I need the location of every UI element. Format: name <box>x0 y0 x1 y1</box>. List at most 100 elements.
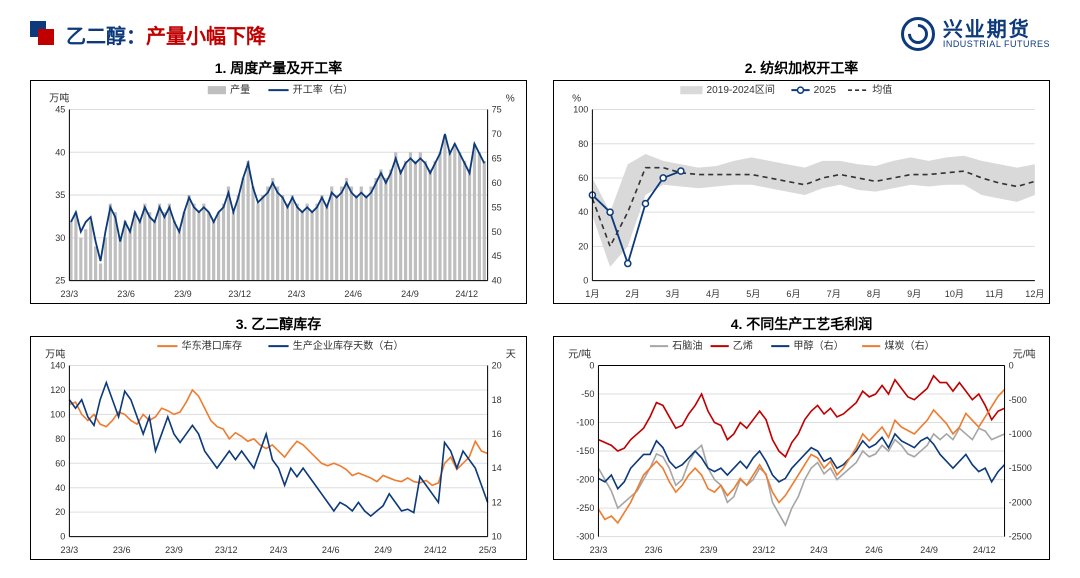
svg-text:2月: 2月 <box>626 289 640 299</box>
panel-4: 4. 不同生产工艺毛利润 -300-250-200-150-100-500-25… <box>553 314 1050 560</box>
svg-text:石脑油: 石脑油 <box>672 339 702 352</box>
svg-text:40: 40 <box>578 207 588 217</box>
svg-text:0: 0 <box>589 361 594 371</box>
svg-text:0: 0 <box>1009 361 1014 371</box>
svg-text:24/12: 24/12 <box>424 545 447 555</box>
svg-text:华东港口库存: 华东港口库存 <box>182 339 243 352</box>
logo-text: 兴业期货 INDUSTRIAL FUTURES <box>943 20 1050 49</box>
chart1: 25303540454045505560657075万吨%23/323/623/… <box>30 80 527 304</box>
svg-text:24/3: 24/3 <box>810 545 828 555</box>
title-prefix: 乙二醇： <box>66 26 146 48</box>
svg-text:24/6: 24/6 <box>322 545 340 555</box>
svg-text:-2500: -2500 <box>1009 532 1032 542</box>
svg-text:65: 65 <box>492 153 502 163</box>
svg-text:开工率（右）: 开工率（右） <box>293 83 354 96</box>
chart2: 020406080100%1月2月3月4月5月6月7月8月9月10月11月12月… <box>553 80 1050 304</box>
svg-text:80: 80 <box>55 434 65 444</box>
svg-text:天: 天 <box>506 349 516 360</box>
svg-text:-100: -100 <box>576 418 594 428</box>
svg-text:60: 60 <box>55 458 65 468</box>
svg-text:%: % <box>572 93 581 104</box>
svg-text:生产企业库存天数（右）: 生产企业库存天数（右） <box>293 339 404 352</box>
svg-text:30: 30 <box>55 233 65 243</box>
title-decor-icon <box>30 21 56 47</box>
svg-text:5月: 5月 <box>746 289 760 299</box>
logo-en: INDUSTRIAL FUTURES <box>943 40 1050 49</box>
svg-text:3月: 3月 <box>666 289 680 299</box>
svg-text:0: 0 <box>583 276 588 286</box>
svg-text:-250: -250 <box>576 503 594 513</box>
svg-text:100: 100 <box>50 409 65 419</box>
chart3-title: 3. 乙二醇库存 <box>30 314 527 334</box>
svg-text:24/9: 24/9 <box>920 545 938 555</box>
title-block: 乙二醇：产量小幅下降 <box>30 20 266 49</box>
svg-text:40: 40 <box>55 147 65 157</box>
svg-text:45: 45 <box>492 251 502 261</box>
svg-text:100: 100 <box>573 105 588 115</box>
svg-text:40: 40 <box>55 483 65 493</box>
svg-text:60: 60 <box>492 178 502 188</box>
title-main: 产量小幅下降 <box>146 26 266 48</box>
svg-text:25: 25 <box>55 276 65 286</box>
svg-text:24/3: 24/3 <box>288 289 306 299</box>
svg-text:50: 50 <box>492 227 502 237</box>
svg-text:-150: -150 <box>576 446 594 456</box>
svg-text:35: 35 <box>55 190 65 200</box>
svg-text:14: 14 <box>492 463 502 473</box>
svg-text:23/12: 23/12 <box>228 289 251 299</box>
svg-text:23/3: 23/3 <box>590 545 608 555</box>
svg-text:煤炭（右）: 煤炭（右） <box>884 339 934 352</box>
svg-text:万吨: 万吨 <box>45 347 65 360</box>
svg-text:23/9: 23/9 <box>174 289 192 299</box>
svg-text:25/3: 25/3 <box>479 545 497 555</box>
svg-text:6月: 6月 <box>786 289 800 299</box>
svg-text:0: 0 <box>60 532 65 542</box>
brand-logo: 兴业期货 INDUSTRIAL FUTURES <box>901 17 1050 51</box>
svg-text:-300: -300 <box>576 532 594 542</box>
svg-text:24/12: 24/12 <box>973 545 996 555</box>
svg-text:55: 55 <box>492 202 502 212</box>
svg-text:80: 80 <box>578 139 588 149</box>
svg-text:产量: 产量 <box>230 83 250 96</box>
svg-text:20: 20 <box>492 361 502 371</box>
svg-text:20: 20 <box>578 241 588 251</box>
svg-text:-1000: -1000 <box>1009 429 1032 439</box>
svg-text:甲醇（右）: 甲醇（右） <box>793 339 843 352</box>
svg-text:2025: 2025 <box>814 85 837 96</box>
svg-text:均值: 均值 <box>872 83 892 96</box>
svg-text:23/9: 23/9 <box>700 545 718 555</box>
svg-text:1月: 1月 <box>585 289 599 299</box>
svg-text:23/3: 23/3 <box>61 545 79 555</box>
svg-text:140: 140 <box>50 361 65 371</box>
svg-text:40: 40 <box>492 276 502 286</box>
svg-text:8月: 8月 <box>867 289 881 299</box>
svg-text:乙烯: 乙烯 <box>733 339 753 352</box>
svg-text:60: 60 <box>578 173 588 183</box>
chart2-title: 2. 纺织加权开工率 <box>553 58 1050 78</box>
svg-text:23/3: 23/3 <box>61 289 79 299</box>
svg-text:24/9: 24/9 <box>401 289 419 299</box>
svg-text:4月: 4月 <box>706 289 720 299</box>
svg-text:24/9: 24/9 <box>374 545 392 555</box>
svg-text:-500: -500 <box>1009 395 1027 405</box>
chart4-title: 4. 不同生产工艺毛利润 <box>553 314 1050 334</box>
svg-text:10月: 10月 <box>945 289 964 299</box>
page-header: 乙二醇：产量小幅下降 兴业期货 INDUSTRIAL FUTURES <box>30 18 1050 50</box>
svg-text:%: % <box>506 93 515 104</box>
svg-text:24/3: 24/3 <box>270 545 288 555</box>
svg-text:20: 20 <box>55 507 65 517</box>
logo-mark-icon <box>901 17 935 51</box>
page-title: 乙二醇：产量小幅下降 <box>66 20 266 49</box>
svg-text:元/吨: 元/吨 <box>568 347 591 360</box>
svg-text:万吨: 万吨 <box>49 91 69 104</box>
svg-text:12月: 12月 <box>1025 289 1044 299</box>
svg-text:23/6: 23/6 <box>113 545 131 555</box>
chart4: -300-250-200-150-100-500-2500-2000-1500-… <box>553 336 1050 560</box>
svg-text:16: 16 <box>492 429 502 439</box>
svg-text:10: 10 <box>492 532 502 542</box>
chart3: 020406080100120140101214161820万吨天23/323/… <box>30 336 527 560</box>
svg-text:18: 18 <box>492 395 502 405</box>
svg-text:24/12: 24/12 <box>455 289 478 299</box>
svg-text:24/6: 24/6 <box>344 289 362 299</box>
svg-text:23/6: 23/6 <box>117 289 135 299</box>
